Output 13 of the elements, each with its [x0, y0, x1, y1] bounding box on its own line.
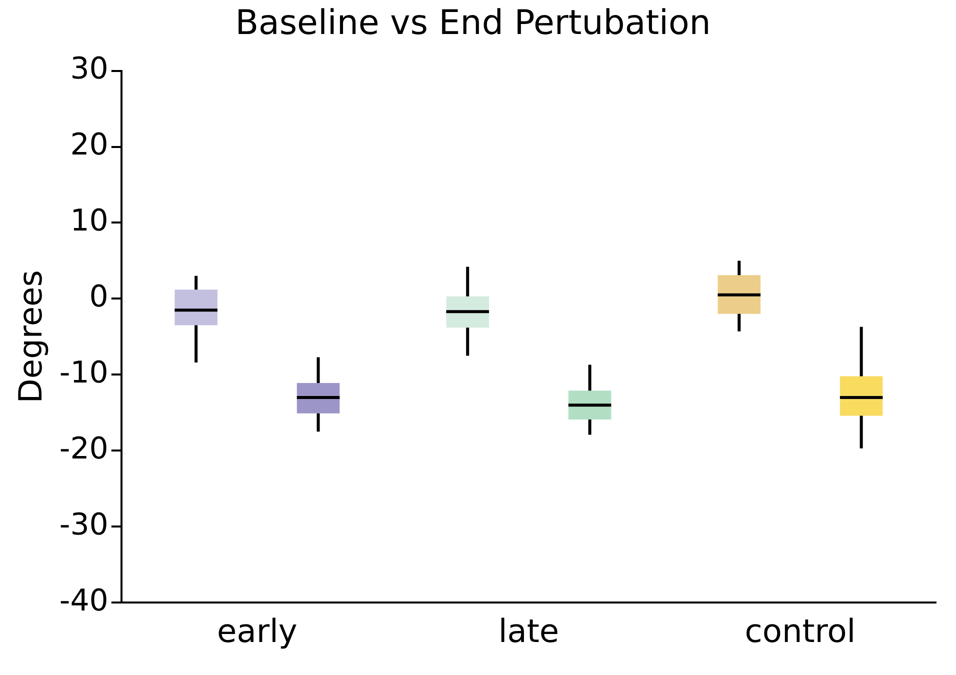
y-tick-label: 0 — [89, 280, 108, 315]
y-tick-label: -40 — [59, 583, 108, 618]
y-tick-label: 30 — [70, 52, 108, 87]
x-tick-label: early — [217, 612, 298, 650]
y-tick-label: -20 — [59, 431, 108, 466]
y-tick-label: -30 — [59, 507, 108, 542]
y-tick-label: 20 — [70, 128, 108, 163]
x-tick-label: control — [744, 612, 856, 650]
chart-title: Baseline vs End Pertubation — [235, 3, 711, 44]
x-tick-label: late — [498, 612, 560, 650]
y-axis-title: Degrees — [12, 270, 50, 404]
y-tick-label: -10 — [59, 355, 108, 390]
y-tick-label: 10 — [70, 204, 108, 239]
